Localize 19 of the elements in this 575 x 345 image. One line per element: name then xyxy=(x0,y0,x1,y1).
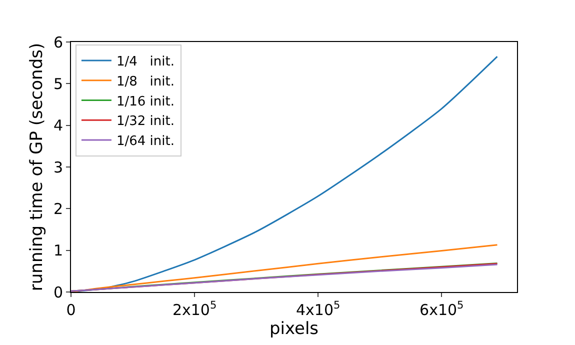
x-tick-label: 6x10$^{5}$ xyxy=(420,300,464,319)
legend-label: 1/64 init. xyxy=(116,134,174,150)
legend-label: 1/16 init. xyxy=(116,94,174,110)
legend-label: 1/8 init. xyxy=(116,74,174,90)
y-tick-label: 5 xyxy=(53,74,63,93)
x-tick-label: 2x10$^{5}$ xyxy=(172,300,217,319)
line-series xyxy=(71,244,498,292)
x-tick-label: 0 xyxy=(66,301,76,319)
y-tick-label: 6 xyxy=(53,33,63,52)
y-tick-label: 3 xyxy=(53,158,63,176)
legend-label: 1/4 init. xyxy=(116,54,174,70)
x-tick-label: 4x10$^{5}$ xyxy=(296,300,340,319)
y-tick-label: 1 xyxy=(53,242,63,260)
y-tick-label: 0 xyxy=(53,283,63,302)
y-axis-title: running time of GP (seconds) xyxy=(27,42,48,292)
y-tick-label: 2 xyxy=(53,200,63,218)
y-tick-label: 4 xyxy=(53,116,63,135)
legend-label: 1/32 init. xyxy=(116,114,174,130)
x-axis-title: pixels xyxy=(269,319,319,339)
